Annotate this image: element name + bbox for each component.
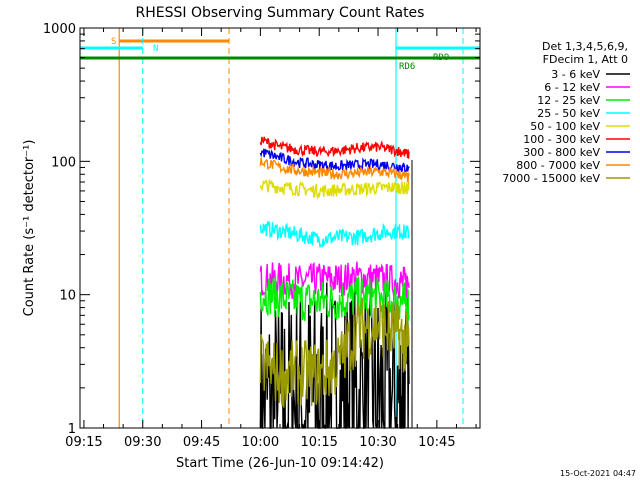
series-line-8 — [259, 297, 410, 408]
x-tick-label-5: 10:30 — [359, 435, 396, 450]
rd9-label: RD9 — [433, 53, 449, 63]
legend-label-2: 12 - 25 keV — [537, 94, 600, 107]
legend-label-8: 7000 - 15000 keV — [502, 172, 600, 185]
series-line-4 — [259, 179, 410, 200]
x-axis: 09:15 09:30 09:45 10:00 10:15 10:30 10:45 — [65, 28, 477, 450]
y-tick-label-1: 10 — [59, 289, 76, 304]
x-tick-label-3: 10:00 — [242, 435, 279, 450]
legend-label-6: 300 - 800 keV — [523, 146, 600, 159]
x-tick-label-2: 09:45 — [183, 435, 220, 450]
x-tick-label-1: 09:30 — [124, 435, 161, 450]
legend-label-4: 50 - 100 keV — [530, 120, 600, 133]
legend-label-7: 800 - 7000 keV — [516, 159, 600, 172]
y-axis: 1 10 100 1000 — [43, 22, 480, 437]
plot-area: S N RD6 RD9 — [79, 27, 481, 429]
series-line-3 — [259, 220, 410, 248]
legend-label-5: 100 - 300 keV — [523, 133, 600, 146]
legend-header-line-1: Det 1,3,4,5,6,9, — [542, 40, 628, 53]
chart-title: RHESSI Observing Summary Count Rates — [136, 5, 425, 21]
x-tick-label-0: 09:15 — [65, 435, 102, 450]
x-axis-label: Start Time (26-Jun-10 09:14:42) — [176, 456, 384, 471]
legend-label-0: 3 - 6 keV — [551, 68, 600, 81]
x-tick-label-4: 10:15 — [300, 435, 337, 450]
rd6-label: RD6 — [399, 62, 415, 72]
y-tick-label-2: 100 — [51, 155, 76, 170]
saa-label: S — [111, 37, 116, 47]
y-tick-label-0: 1 — [68, 422, 76, 437]
generation-timestamp: 15-Oct-2021 04:47 — [560, 469, 636, 478]
legend-header-line-2: FDecim 1, Att 0 — [543, 53, 628, 66]
y-tick-label-3: 1000 — [43, 22, 76, 37]
series-line-5 — [259, 136, 410, 159]
x-tick-label-6: 10:45 — [418, 435, 455, 450]
legend: Det 1,3,4,5,6,9, FDecim 1, Att 0 3 - 6 k… — [502, 40, 630, 185]
legend-label-3: 25 - 50 keV — [537, 107, 600, 120]
series-line-2 — [259, 275, 410, 324]
y-axis-label: Count Rate (s⁻¹ detector⁻¹) — [22, 140, 37, 317]
legend-label-1: 6 - 12 keV — [544, 81, 600, 94]
series-line-7 — [259, 157, 410, 184]
night-label: N — [153, 44, 158, 54]
